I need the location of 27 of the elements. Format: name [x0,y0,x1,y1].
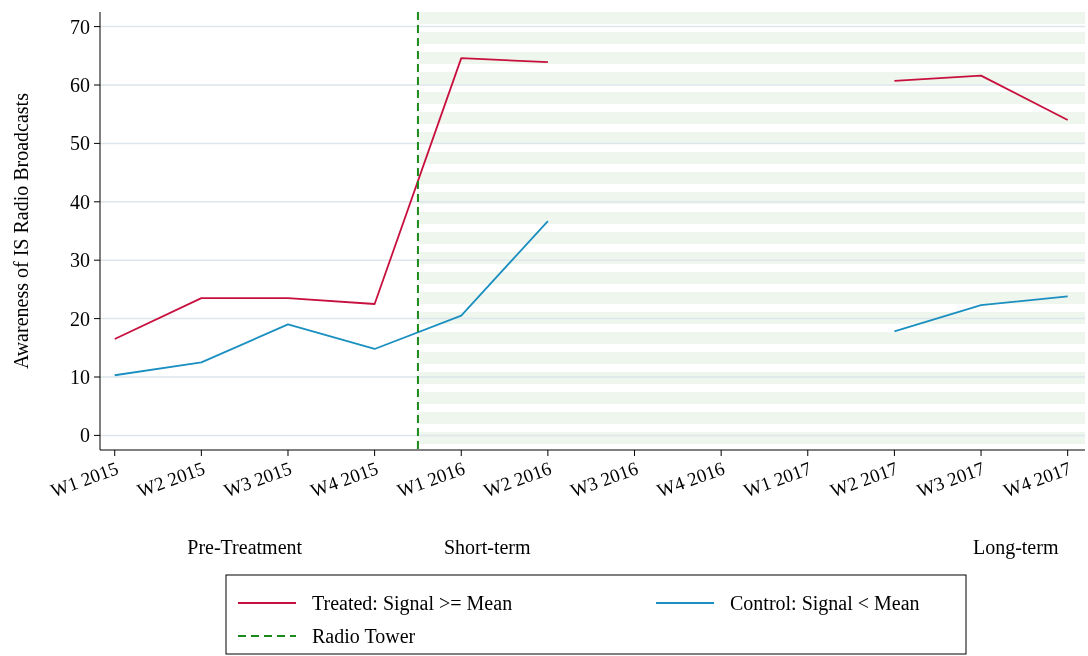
legend-label: Control: Signal < Mean [730,592,920,615]
x-tick-label: W2 2016 [480,457,555,502]
legend-label: Treated: Signal >= Mean [312,592,513,615]
x-tick-label: W1 2016 [394,457,468,502]
y-tick-label: 40 [70,190,90,213]
x-tick-label: W1 2017 [740,457,815,502]
y-axis-title: Awareness of IS Radio Broadcasts [10,92,32,369]
y-tick-label: 0 [80,424,90,447]
y-tick-label: 10 [70,366,90,388]
x-tick-label: W2 2015 [134,457,208,502]
dashed-legend-key: Radio Tower [237,625,416,647]
y-tick-label: 70 [70,15,90,38]
x-tick-label: W4 2017 [1000,457,1074,502]
y-tick-label: 30 [70,249,90,272]
y-tick-label: 20 [70,307,90,330]
text: Long-term [972,536,1059,559]
x-tick-label: W4 2015 [307,457,381,502]
text: Short-term [443,536,532,558]
y-tick-label: 60 [70,74,90,96]
x-tick-label: W3 2015 [221,457,295,502]
x-tick-label: W4 2016 [654,457,728,502]
y-tick-label: 50 [70,132,90,155]
text: Pre-Treatment [187,536,303,558]
x-tick-label: W1 2015 [47,457,121,502]
x-tick-label: W3 2017 [914,457,988,502]
x-tick-label: W3 2016 [567,457,641,502]
x-tick-label: W2 2017 [827,457,901,502]
